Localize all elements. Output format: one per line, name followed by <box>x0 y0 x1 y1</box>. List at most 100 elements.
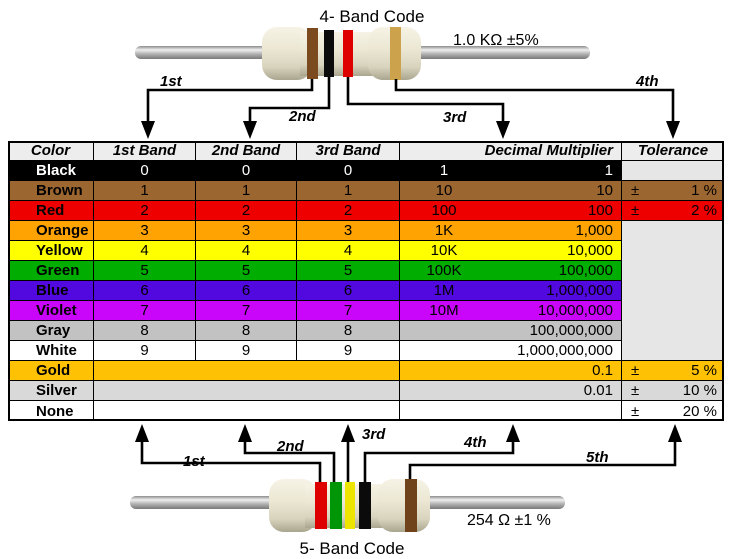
row-band-digit: 0 <box>297 161 400 181</box>
row-band-digit: 5 <box>94 261 196 281</box>
row-color-name: Red <box>8 201 94 221</box>
bottom-band-red <box>315 482 327 529</box>
table-row-silver: Silver 0.01 ±10 % <box>8 381 724 401</box>
multiplier-full: 10 <box>596 182 613 199</box>
header-cell-color: Color <box>8 141 94 161</box>
table-row-blue: Blue 6 6 6 1M 1,000,000 <box>8 281 724 301</box>
multiplier-short: 1M <box>433 282 455 299</box>
multiplier-short: 1 <box>439 162 449 179</box>
row-band-digit: 6 <box>196 281 297 301</box>
row-tolerance <box>622 321 724 341</box>
row-band-digit: 5 <box>196 261 297 281</box>
multiplier-full: 0.1 <box>592 362 613 379</box>
multiplier-full: 10,000 <box>567 242 613 259</box>
tolerance-value: 10 % <box>682 382 717 399</box>
multiplier-short: 100 <box>431 202 457 219</box>
row-color-name: Blue <box>8 281 94 301</box>
multiplier-short: 10 <box>435 182 453 199</box>
row-color-name: White <box>8 341 94 361</box>
four-band-pointer-arrows <box>141 77 680 139</box>
header-cell-tolerance: Tolerance <box>622 141 724 161</box>
four-band-value-label: 1.0 KΩ ±5% <box>453 32 539 49</box>
multiplier-full: 10,000,000 <box>537 302 613 319</box>
tolerance-value: 2 % <box>691 202 717 219</box>
row-tolerance: ±2 % <box>622 201 724 221</box>
row-color-name: Violet <box>8 301 94 321</box>
header-cell-2nd-band: 2nd Band <box>196 141 297 161</box>
row-multiplier: 1K 1,000 <box>400 221 622 241</box>
top-band-black <box>324 30 334 77</box>
row-tolerance <box>622 301 724 321</box>
tolerance-sign: ± <box>631 402 640 420</box>
row-band-digit: 7 <box>94 301 196 321</box>
row-band-digit: 7 <box>196 301 297 321</box>
row-band-digit: 3 <box>196 221 297 241</box>
tolerance-value: 20 % <box>682 402 717 420</box>
row-band-digit: 2 <box>196 201 297 221</box>
table-row-none: None ±20 % <box>8 401 724 421</box>
row-tolerance <box>622 261 724 281</box>
row-band-digit: 8 <box>297 321 400 341</box>
row-tolerance <box>622 241 724 261</box>
top-band-gold <box>390 27 401 80</box>
row-multiplier: 100K 100,000 <box>400 261 622 281</box>
row-band-digit: 1 <box>297 181 400 201</box>
row-band-digit: 2 <box>297 201 400 221</box>
color-code-table: Color 1st Band 2nd Band 3rd Band Decimal Mul… <box>8 141 724 421</box>
multiplier-full: 100,000,000 <box>529 322 613 339</box>
multiplier-full: 0.01 <box>583 382 613 399</box>
four-band-title: 4- Band Code <box>320 7 425 26</box>
multiplier-full: 1,000,000,000 <box>517 342 613 359</box>
row-color-name: Black <box>8 161 94 181</box>
pointer-label-4th-top: 4th <box>635 73 659 90</box>
multiplier-full: 1 <box>604 162 613 179</box>
row-tolerance <box>622 341 724 361</box>
multiplier-full: 100 <box>587 202 613 219</box>
row-band-digit: 1 <box>94 181 196 201</box>
row-band-digit: 2 <box>94 201 196 221</box>
multiplier-full: 1,000 <box>575 222 613 239</box>
bottom-band-brown <box>405 479 417 532</box>
tolerance-sign: ± <box>631 182 640 199</box>
row-color-name: Green <box>8 261 94 281</box>
row-multiplier: 10 10 <box>400 181 622 201</box>
row-multiplier: 0.1 <box>400 361 622 381</box>
row-band-digit: 9 <box>297 341 400 361</box>
tolerance-value: 5 % <box>691 362 717 379</box>
row-band-digit: 3 <box>94 221 196 241</box>
tolerance-sign: ± <box>631 202 640 219</box>
row-band-digit: 4 <box>196 241 297 261</box>
bottom-band-black <box>359 482 371 529</box>
five-band-resistor-diagram: 1st 2nd 3rd 4th 5th 254 Ω ±1 % 5- Band C… <box>130 424 682 558</box>
row-multiplier: 10M 10,000,000 <box>400 301 622 321</box>
row-color-name: Gold <box>8 361 94 381</box>
row-band-digit: 6 <box>297 281 400 301</box>
row-multiplier: 10K 10,000 <box>400 241 622 261</box>
header-cell-decimal-multiplier: Decimal Multiplier <box>400 141 622 161</box>
multiplier-short: 10K <box>430 242 458 259</box>
row-band-digit: 7 <box>297 301 400 321</box>
row-band-digit: 0 <box>94 161 196 181</box>
row-tolerance: ±5 % <box>622 361 724 381</box>
row-band-digit: 0 <box>196 161 297 181</box>
row-band-digit: 1 <box>196 181 297 201</box>
pointer-label-2nd-top: 2nd <box>288 108 317 125</box>
bottom-band-green <box>330 482 342 529</box>
header-cell-3rd-band: 3rd Band <box>297 141 400 161</box>
pointer-label-5th-bottom: 5th <box>586 449 609 466</box>
row-band-digit: 4 <box>94 241 196 261</box>
row-multiplier: 1,000,000,000 <box>400 341 622 361</box>
table-row-white: White 9 9 9 1,000,000,000 <box>8 341 724 361</box>
row-bands-merged <box>94 361 400 381</box>
pointer-label-3rd-bottom: 3rd <box>362 426 386 443</box>
top-band-red <box>343 30 353 77</box>
multiplier-short: 1K <box>434 222 454 239</box>
multiplier-full: 1,000,000 <box>546 282 613 299</box>
table-row-yellow: Yellow 4 4 4 10K 10,000 <box>8 241 724 261</box>
row-color-name: Orange <box>8 221 94 241</box>
row-color-name: Brown <box>8 181 94 201</box>
table-row-brown: Brown 1 1 1 10 10 ±1 % <box>8 181 724 201</box>
pointer-label-1st-top: 1st <box>160 73 183 90</box>
